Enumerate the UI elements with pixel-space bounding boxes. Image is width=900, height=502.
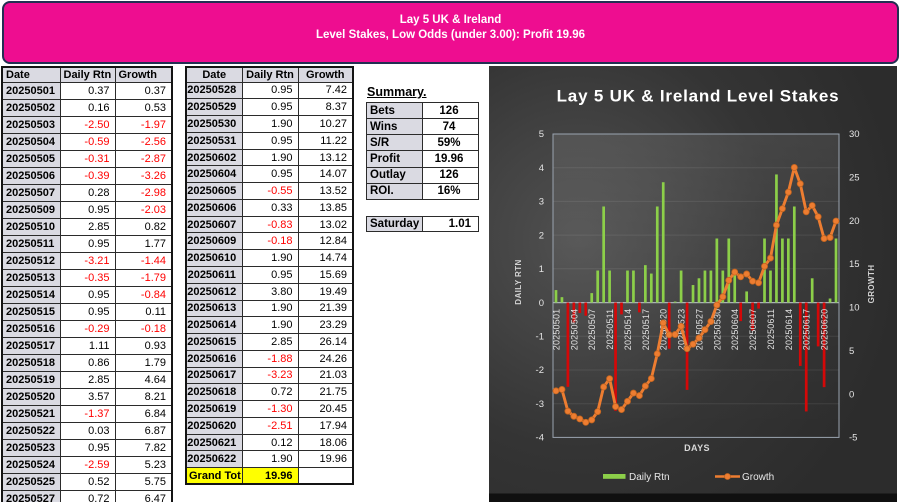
svg-text:Growth: Growth <box>742 472 774 483</box>
svg-text:3: 3 <box>539 197 544 208</box>
svg-text:20250611: 20250611 <box>766 309 776 350</box>
svg-text:-1: -1 <box>536 332 544 343</box>
svg-text:5: 5 <box>539 129 544 140</box>
svg-text:10: 10 <box>849 303 860 314</box>
svg-text:20250620: 20250620 <box>820 309 830 351</box>
svg-text:20250530: 20250530 <box>712 309 722 351</box>
svg-text:20250517: 20250517 <box>641 309 651 351</box>
svg-text:30: 30 <box>849 129 860 140</box>
svg-text:DAILY RTN: DAILY RTN <box>514 259 523 304</box>
svg-text:25: 25 <box>849 173 860 184</box>
svg-text:0: 0 <box>539 298 544 309</box>
svg-text:-3: -3 <box>536 399 544 410</box>
svg-text:20250617: 20250617 <box>802 309 812 351</box>
svg-text:20250520: 20250520 <box>659 309 669 351</box>
svg-text:2: 2 <box>539 230 544 241</box>
svg-text:20250607: 20250607 <box>748 309 758 351</box>
svg-text:20250504: 20250504 <box>569 309 579 351</box>
svg-text:DAYS: DAYS <box>684 443 710 453</box>
svg-text:-2: -2 <box>536 365 544 376</box>
svg-text:5: 5 <box>849 346 854 357</box>
svg-text:20250527: 20250527 <box>694 309 704 351</box>
svg-text:-4: -4 <box>536 433 544 444</box>
svg-text:20250507: 20250507 <box>587 309 597 351</box>
svg-text:20250614: 20250614 <box>784 309 794 351</box>
svg-text:20250604: 20250604 <box>730 309 740 351</box>
svg-text:0: 0 <box>849 389 854 400</box>
svg-text:Lay 5 UK & Ireland Level Stake: Lay 5 UK & Ireland Level Stakes <box>557 87 840 106</box>
svg-text:GROWTH: GROWTH <box>867 265 876 304</box>
svg-text:20250511: 20250511 <box>605 309 615 350</box>
svg-text:20: 20 <box>849 216 860 227</box>
svg-text:-5: -5 <box>849 433 857 444</box>
svg-text:15: 15 <box>849 259 860 270</box>
svg-text:20250514: 20250514 <box>623 309 633 351</box>
svg-text:20250501: 20250501 <box>551 309 561 351</box>
svg-text:1: 1 <box>539 264 544 275</box>
svg-text:Daily Rtn: Daily Rtn <box>629 472 670 483</box>
svg-text:4: 4 <box>539 163 544 174</box>
